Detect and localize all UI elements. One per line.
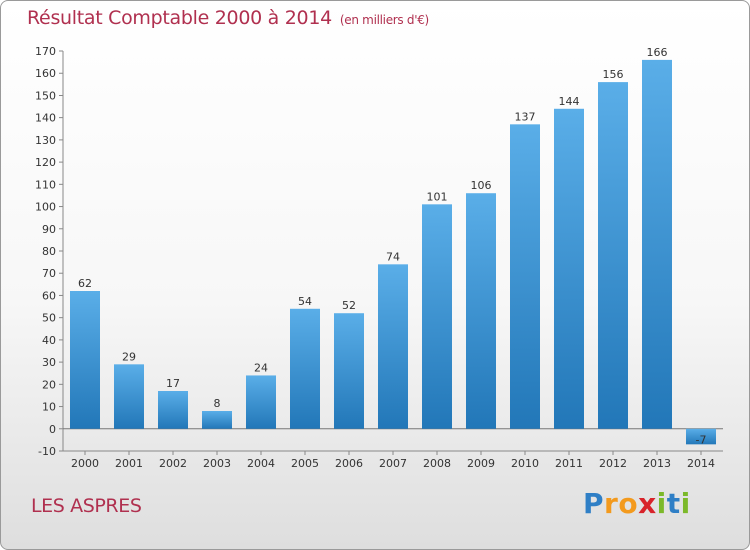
y-tick-label: 40 (42, 334, 56, 347)
bar-2003 (202, 411, 232, 429)
bar-2006 (334, 313, 364, 429)
bar-2008 (422, 204, 452, 429)
y-tick-label: 60 (42, 289, 56, 302)
y-tick-label: 120 (35, 156, 56, 169)
value-label-2006: 52 (342, 299, 356, 312)
bar-2000 (70, 291, 100, 429)
x-tick-label: 2009 (467, 457, 495, 470)
x-tick-label: 2011 (555, 457, 583, 470)
value-label-2013: 166 (647, 46, 668, 59)
y-tick-label: 0 (49, 423, 56, 436)
value-label-2008: 101 (427, 190, 448, 203)
bar-2007 (378, 264, 408, 429)
x-tick-label: 2007 (379, 457, 407, 470)
logo-letter-r: r (604, 487, 619, 520)
y-tick-label: 90 (42, 223, 56, 236)
x-tick-label: 2000 (71, 457, 99, 470)
value-label-2012: 156 (603, 68, 624, 81)
bar-2009 (466, 193, 496, 429)
axes: -10 0 10 20 30 40 50 60 70 80 90 100 110 120 130 140 150… (35, 45, 723, 470)
value-label-2000: 62 (78, 277, 92, 290)
y-tick-label: 30 (42, 356, 56, 369)
x-tick-label: 2002 (159, 457, 187, 470)
x-tick-label: 2013 (643, 457, 671, 470)
bar-2005 (290, 308, 320, 429)
y-tick-label: 170 (35, 45, 56, 58)
logo-letter-i2: i (680, 487, 691, 520)
x-tick-label: 2005 (291, 457, 319, 470)
x-tick-label: 2010 (511, 457, 539, 470)
x-tick-label: 2008 (423, 457, 451, 470)
value-label-2007: 74 (386, 250, 400, 263)
x-tick-label: 2014 (687, 457, 715, 470)
value-label-2011: 144 (559, 95, 580, 108)
chart-title-text: Résultat Comptable 2000 à 2014 (27, 7, 332, 29)
commune-name: LES ASPRES (31, 495, 142, 517)
x-tick-label: 2006 (335, 457, 363, 470)
chart-title: Résultat Comptable 2000 à 2014 (en millie… (27, 7, 429, 29)
bar-2013 (642, 59, 672, 429)
logo-letter-o: o (618, 487, 639, 520)
y-tick-label: 160 (35, 67, 56, 80)
bar-2014 (686, 428, 716, 445)
logo-letter-p: P (583, 487, 605, 520)
logo-letter-t: t (666, 487, 681, 520)
value-label-2009: 106 (471, 179, 492, 192)
y-tick-label: 10 (42, 401, 56, 414)
x-tick-label: 2004 (247, 457, 275, 470)
y-tick-label: 150 (35, 89, 56, 102)
bar-2004 (246, 375, 276, 429)
y-tick-label: 100 (35, 201, 56, 214)
value-label-2004: 24 (254, 361, 268, 374)
bar-2011 (554, 108, 584, 429)
value-label-2005: 54 (298, 295, 312, 308)
x-tick-label: 2003 (203, 457, 231, 470)
value-label-2002: 17 (166, 377, 180, 390)
y-tick-label: 20 (42, 378, 56, 391)
y-tick-label: 80 (42, 245, 56, 258)
logo-letter-i: i (656, 487, 667, 520)
logo-letter-x: x (638, 487, 657, 520)
bar-2012 (598, 82, 628, 429)
x-tick-label: 2012 (599, 457, 627, 470)
value-label-2003: 8 (214, 397, 221, 410)
bar-2010 (510, 124, 540, 429)
y-tick-label: -10 (38, 445, 56, 458)
y-tick-label: 110 (35, 178, 56, 191)
value-label-2010: 137 (515, 110, 536, 123)
bars (70, 59, 716, 445)
y-tick-label: 140 (35, 112, 56, 125)
value-label-2014: -7 (696, 433, 707, 446)
value-label-2001: 29 (122, 350, 136, 363)
bar-2002 (158, 391, 188, 429)
value-labels: 62 29 17 8 24 54 52 74 101 106 137 144 156 166 -7 (78, 46, 706, 446)
x-tick-label: 2001 (115, 457, 143, 470)
bar-2001 (114, 364, 144, 429)
chart-unit: (en milliers d'€) (339, 13, 429, 27)
y-tick-label: 70 (42, 267, 56, 280)
proxiti-logo: Proxiti (583, 487, 691, 520)
y-tick-label: 50 (42, 312, 56, 325)
y-tick-label: 130 (35, 134, 56, 147)
